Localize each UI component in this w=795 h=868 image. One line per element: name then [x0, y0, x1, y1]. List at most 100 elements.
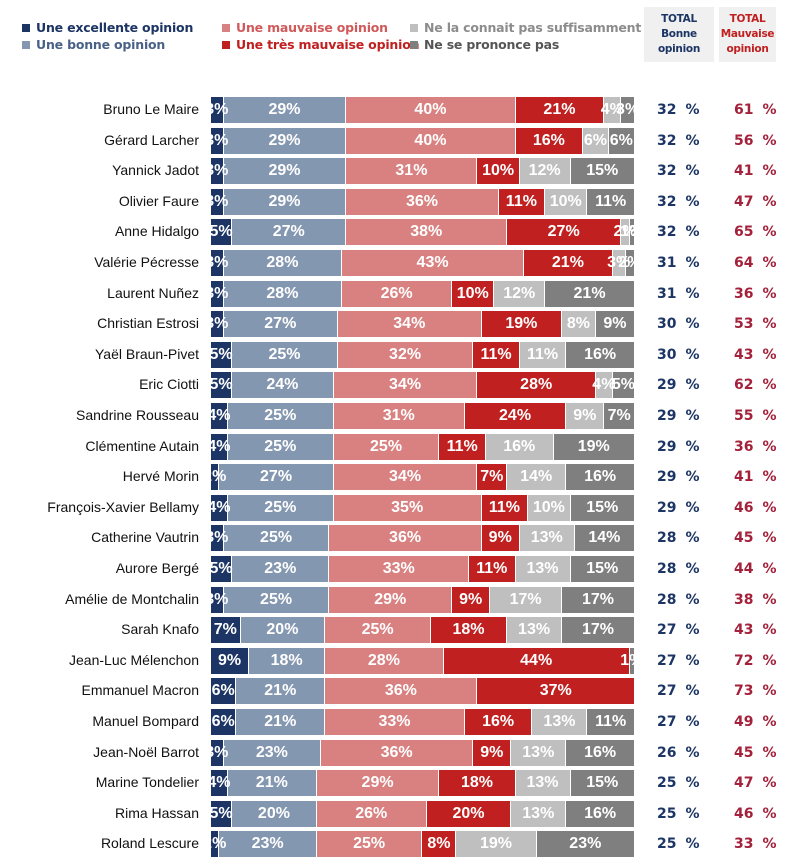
- segment-not-known: 10%: [528, 494, 571, 521]
- data-label: 5%: [209, 560, 233, 577]
- data-label: 40%: [414, 101, 447, 118]
- total-bad-value: 36%: [734, 438, 777, 455]
- data-label: 3%: [205, 529, 229, 547]
- data-label: 38%: [410, 223, 443, 241]
- data-label: 25%: [264, 407, 297, 424]
- data-label: 6%: [211, 713, 235, 730]
- data-label: 3%: [205, 284, 229, 302]
- total-bad-value: 38%: [734, 591, 777, 608]
- data-label: 36%: [384, 682, 417, 700]
- chart-row: Hervé Morin 2% 27% 34% 7% 14% 16% 29% 41%: [0, 464, 795, 491]
- data-label: 33%: [378, 713, 411, 730]
- data-label: 11%: [446, 437, 478, 455]
- category-label: François-Xavier Bellamy: [47, 498, 199, 515]
- total-bad-value: 41%: [734, 469, 777, 486]
- data-label: 6%: [583, 131, 607, 149]
- data-label: 23%: [569, 835, 602, 853]
- segment-excellent: 5%: [210, 219, 233, 246]
- category-label: Olivier Faure: [118, 192, 199, 209]
- chart-row: Jean-Luc Mélenchon 9% 18% 28% 44% 1% 27% 72%: [0, 647, 795, 674]
- chart-row: Aurore Bergé 5% 23% 33% 11% 13% 15% 28% 44%: [0, 556, 795, 582]
- stacked-bar: 4% 25% 25% 11% 16% 19%: [207, 433, 634, 460]
- segment-very-bad: 9%: [473, 739, 512, 766]
- data-label: 7%: [213, 621, 237, 639]
- data-label: 4%: [600, 101, 624, 118]
- segment-good: 18%: [249, 647, 326, 674]
- stacked-bar: 5% 20% 26% 20% 13% 16%: [210, 800, 634, 827]
- legend-item-excellent: Une excellente opinion: [22, 19, 193, 36]
- data-label: 40%: [414, 131, 447, 149]
- segment-bad: 34%: [333, 464, 478, 491]
- segment-good: 27%: [232, 219, 347, 246]
- chart-row: Sandrine Rousseau 4% 25% 31% 24% 9% 7% 29% 55%: [0, 403, 795, 429]
- segment-good: 25%: [232, 341, 338, 368]
- legend-swatch-no-answer: [410, 40, 418, 49]
- segment-very-bad: 11%: [469, 556, 516, 582]
- segment-excellent: 4%: [207, 770, 231, 797]
- segment-not-known: 6%: [583, 127, 609, 154]
- data-label: 34%: [389, 376, 422, 394]
- segment-bad: 32%: [337, 341, 474, 368]
- segment-no-answer: 15%: [570, 556, 634, 582]
- category-label: Jean-Noël Barrot: [93, 743, 199, 760]
- segment-excellent: 3%: [205, 158, 228, 185]
- category-label: Catherine Vautrin: [91, 529, 199, 546]
- segment-no-answer: 14%: [574, 525, 634, 552]
- segment-bad: 36%: [329, 525, 482, 552]
- legend-swatch-not-known: [410, 23, 418, 32]
- segment-very-bad: 21%: [515, 97, 605, 123]
- data-label: 23%: [264, 560, 297, 577]
- category-label: Laurent Nuñez: [107, 284, 199, 301]
- data-label: 29%: [268, 131, 301, 149]
- segment-bad: 35%: [333, 494, 482, 521]
- category-label: Gérard Larcher: [104, 131, 199, 148]
- total-bad-value: 33%: [734, 836, 777, 853]
- stacked-bar: 6% 21% 36% 37%: [211, 678, 634, 705]
- legend-swatch-bad: [222, 23, 230, 32]
- data-label: 5%: [209, 376, 233, 394]
- segment-good: 28%: [223, 250, 343, 276]
- segment-excellent: 9%: [211, 647, 250, 674]
- data-label: 25%: [260, 529, 293, 547]
- data-label: 11%: [480, 345, 512, 363]
- segment-bad: 26%: [316, 800, 427, 827]
- data-label: 9%: [573, 407, 597, 424]
- data-label: 34%: [389, 468, 422, 486]
- data-label: 5%: [209, 345, 233, 363]
- category-label: Sandrine Rousseau: [76, 407, 199, 423]
- legend-item-very-bad: Une très mauvaise opinion: [222, 36, 419, 53]
- category-label: Anne Hidalgo: [114, 223, 199, 240]
- stacked-bar: 5% 27% 38% 27% 2% 1%: [210, 219, 643, 246]
- data-label: 11%: [595, 713, 627, 730]
- data-label: 31%: [395, 162, 428, 180]
- data-label: 26%: [380, 284, 413, 302]
- segment-good: 23%: [223, 739, 321, 766]
- category-label: Emmanuel Macron: [81, 682, 200, 699]
- segment-bad: 33%: [329, 556, 469, 582]
- chart-row: Laurent Nuñez 3% 28% 26% 10% 12% 21% 31% 36%: [0, 280, 795, 307]
- data-label: 13%: [530, 529, 563, 547]
- segment-excellent: 5%: [210, 800, 233, 827]
- data-label: 18%: [270, 651, 303, 669]
- segment-good: 20%: [232, 800, 317, 827]
- segment-no-answer: 11%: [587, 188, 634, 215]
- data-label: 9%: [459, 590, 483, 608]
- data-label: 10%: [549, 192, 582, 210]
- stacked-bar: 3% 25% 29% 9% 17% 17%: [205, 586, 634, 613]
- total-bad-value: 55%: [734, 408, 777, 424]
- total-bad-value: 65%: [734, 224, 777, 241]
- data-label: 16%: [503, 437, 536, 455]
- segment-not-known: 13%: [511, 800, 567, 827]
- total-bad-value: 46%: [734, 805, 777, 822]
- data-label: 24%: [499, 407, 532, 424]
- segment-good: 21%: [236, 678, 326, 705]
- data-label: 12%: [503, 284, 536, 302]
- segment-very-bad: 24%: [464, 403, 567, 429]
- segment-bad: 34%: [333, 372, 478, 399]
- data-label: 15%: [586, 162, 619, 180]
- total-good-value: 29%: [657, 438, 700, 455]
- data-label: 27%: [547, 223, 580, 241]
- segment-very-bad: 18%: [439, 770, 516, 797]
- stacked-bar: 2% 23% 25% 8% 19% 23%: [203, 831, 634, 858]
- legend-label: Une mauvaise opinion: [236, 20, 388, 35]
